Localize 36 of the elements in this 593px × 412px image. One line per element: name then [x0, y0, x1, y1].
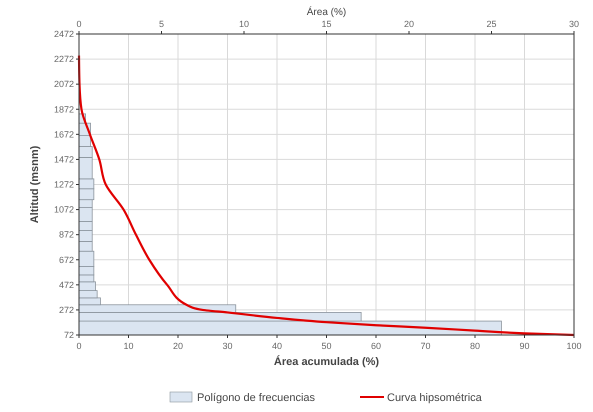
x-tick-label: 30: [222, 341, 233, 351]
x-tick-label: 80: [470, 341, 480, 351]
x2-tick-label: 30: [568, 19, 580, 29]
x-tick-label: 40: [272, 341, 282, 351]
x2-tick-label: 20: [404, 19, 414, 29]
x-tick-label: 0: [76, 341, 82, 351]
y-tick-label: 672: [58, 254, 74, 265]
y-tick-label: 272: [58, 304, 74, 315]
y-tick-label: 1472: [54, 154, 74, 164]
x-tick-label: 20: [172, 341, 184, 351]
x-tick-label: 90: [519, 341, 530, 351]
y-tick-label: 1872: [54, 104, 74, 114]
x2-axis-title: Área (%): [306, 6, 346, 18]
y-tick-label: 2072: [54, 79, 74, 90]
legend-label: Curva hipsométrica: [387, 392, 483, 404]
y-tick-label: 2472: [54, 29, 74, 39]
x-tick-label: 70: [420, 341, 431, 351]
x2-tick-label: 5: [158, 19, 164, 29]
x2-tick-label: 15: [321, 19, 332, 29]
y-tick-label: 72: [64, 330, 74, 340]
x-tick-label: 60: [370, 341, 382, 351]
legend-label: Polígono de frecuencias: [197, 392, 316, 404]
y-tick-label: 472: [58, 280, 74, 290]
y-tick-label: 1272: [54, 180, 74, 190]
y-tick-label: 872: [58, 230, 74, 240]
y-tick-label: 1672: [54, 129, 74, 140]
x2-tick-label: 25: [486, 19, 497, 29]
x2-tick-label: 10: [238, 19, 250, 29]
y-axis-title: Altitud (msnm): [29, 145, 41, 224]
x-tick-label: 100: [566, 341, 582, 351]
x-tick-label: 10: [123, 341, 134, 351]
x2-tick-label: 0: [76, 19, 82, 29]
x-tick-label: 50: [321, 341, 332, 351]
x-axis-title: Área acumulada (%): [274, 355, 380, 368]
y-tick-label: 2272: [54, 54, 74, 64]
y-tick-label: 1072: [54, 204, 74, 215]
